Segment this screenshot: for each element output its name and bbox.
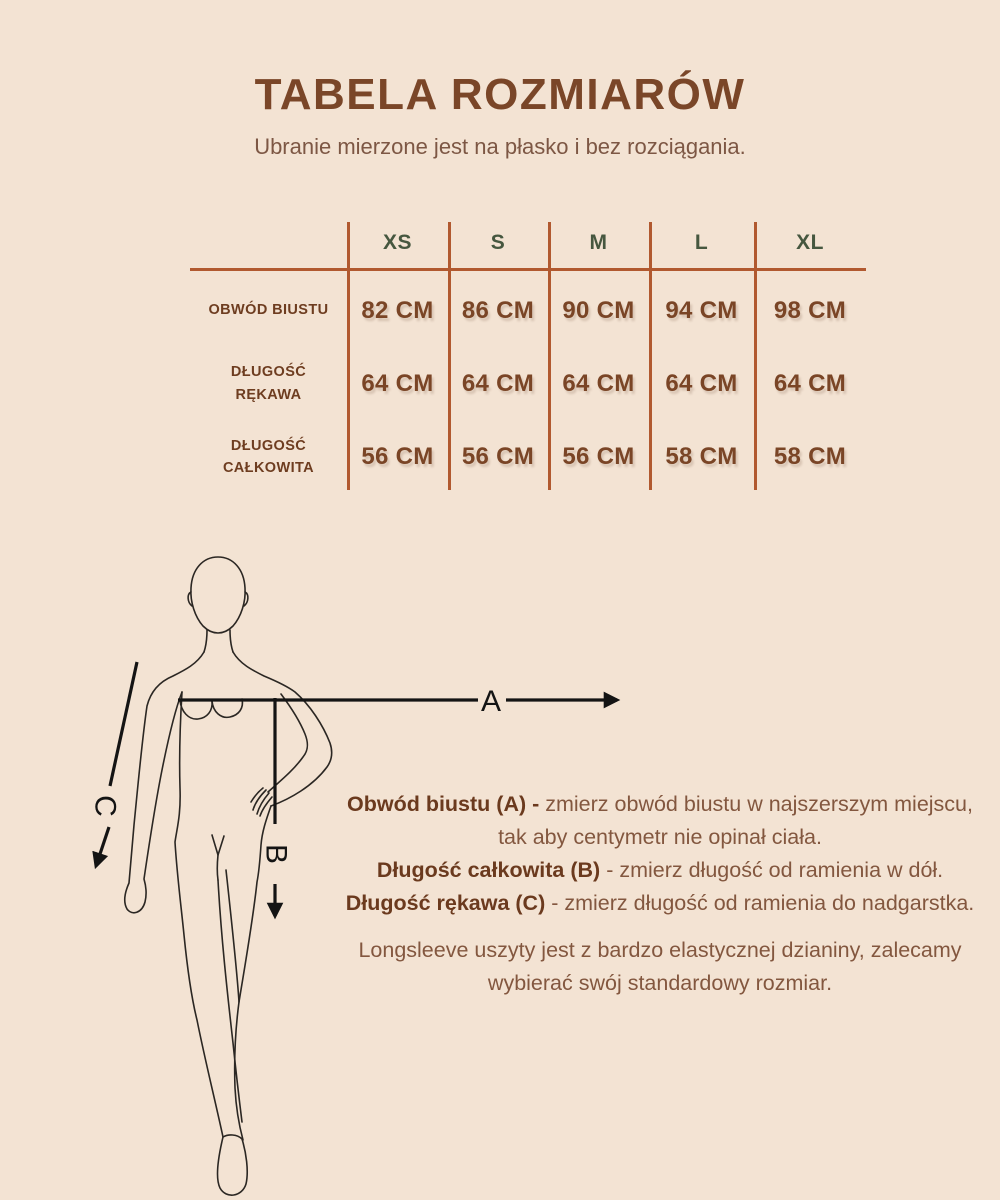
- value-bust-s: 86 CM: [461, 296, 535, 324]
- size-header-m: M: [589, 231, 608, 254]
- value-bust-xl: 98 CM: [773, 296, 847, 324]
- page-subtitle: Ubranie mierzone jest na płasko i bez ro…: [254, 134, 746, 159]
- value-bust-l: 94 CM: [665, 296, 738, 324]
- table-column-divider: [347, 222, 350, 490]
- instruction-sleeve-text: - zmierz długość od ramienia do nadgarst…: [545, 891, 975, 915]
- instruction-bust: Obwód biustu (A) - zmierz obwód biustu w…: [335, 788, 985, 854]
- row-label-bust: OBWÓD BIUSTU: [208, 302, 329, 319]
- value-bust-xs: 82 CM: [361, 296, 434, 324]
- table-corner-cell: [190, 222, 347, 270]
- size-header-l: L: [694, 231, 709, 254]
- measurement-instructions: Obwód biustu (A) - zmierz obwód biustu w…: [335, 788, 985, 1000]
- size-header-xs: XS: [382, 231, 412, 254]
- row-label-total-length: DŁUGOŚĆ CAŁKOWITA: [222, 437, 315, 476]
- size-table: XS S M L XL OBWÓD BIUSTU 82 CM 86 CM 90 …: [190, 222, 866, 490]
- table-column-divider: [754, 222, 757, 490]
- body-figure-illustration: [124, 556, 333, 1196]
- value-sleeve-l: 64 CM: [665, 369, 738, 397]
- size-header-s: S: [490, 231, 506, 254]
- instruction-bust-term: Obwód biustu (A) -: [347, 792, 546, 816]
- size-header-xl: XL: [796, 231, 824, 254]
- row-label-sleeve: DŁUGOŚĆ RĘKAWA: [230, 364, 307, 403]
- measure-label-c: C: [89, 795, 122, 817]
- measurement-diagram: A B C: [89, 556, 621, 1196]
- measure-arrow-a: A: [178, 685, 621, 718]
- instruction-total-length-text: - zmierz długość od ramienia w dół.: [600, 858, 944, 882]
- value-length-l: 58 CM: [665, 443, 738, 470]
- value-sleeve-xl: 64 CM: [773, 369, 847, 397]
- measure-label-a: A: [481, 685, 501, 718]
- instruction-sleeve: Długość rękawa (C) - zmierz długość od r…: [335, 887, 985, 920]
- instruction-bust-text: zmierz obwód biustu w najszerszym miejsc…: [498, 792, 973, 849]
- instruction-total-length: Długość całkowita (B) - zmierz długość o…: [335, 854, 985, 887]
- measure-arrow-b: B: [260, 698, 293, 920]
- instruction-total-length-term: Długość całkowita (B): [376, 858, 601, 882]
- value-bust-m: 90 CM: [562, 296, 635, 324]
- value-length-m: 56 CM: [562, 443, 635, 470]
- measure-arrow-c: C: [89, 661, 139, 870]
- value-sleeve-xs: 64 CM: [361, 369, 434, 397]
- value-sleeve-s: 64 CM: [461, 369, 535, 397]
- fabric-note: Longsleeve uszyty jest z bardzo elastycz…: [358, 938, 962, 995]
- instruction-sleeve-term: Długość rękawa (C): [345, 891, 546, 915]
- table-header-rule: [190, 268, 866, 271]
- table-column-divider: [448, 222, 451, 490]
- value-length-xl: 58 CM: [773, 443, 847, 470]
- value-sleeve-m: 64 CM: [562, 369, 635, 397]
- measure-label-b: B: [260, 844, 293, 864]
- value-length-s: 56 CM: [461, 443, 535, 470]
- value-length-xs: 56 CM: [361, 443, 434, 470]
- page-title: TABELA ROZMIARÓW: [254, 70, 746, 119]
- table-column-divider: [548, 222, 551, 490]
- table-column-divider: [649, 222, 652, 490]
